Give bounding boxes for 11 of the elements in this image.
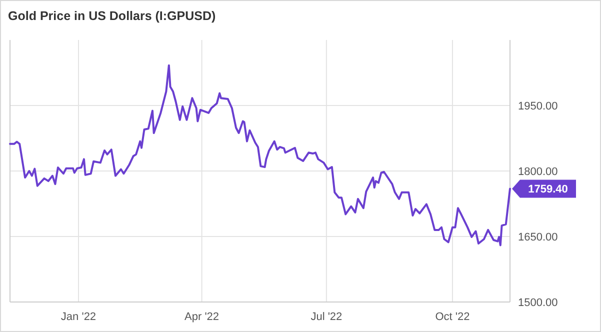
x-tick-label: Apr '22 [184,311,220,323]
x-tick-label: Oct '22 [435,311,470,323]
x-tick-label: Jul '22 [310,311,342,323]
chart-title: Gold Price in US Dollars (I:GPUSD) [8,9,216,23]
y-tick-label: 1950.00 [518,100,558,112]
y-tick-label: 1500.00 [518,296,558,309]
x-tick-label: Jan '22 [60,311,96,323]
line-series [9,64,511,246]
annotation: 1759.40 [528,184,568,196]
y-tick-label: 1800.00 [518,166,558,178]
y-tick-label: 1650.00 [518,231,558,244]
